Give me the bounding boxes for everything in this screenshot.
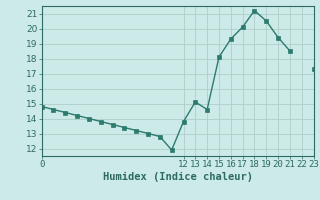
X-axis label: Humidex (Indice chaleur): Humidex (Indice chaleur) (103, 172, 252, 182)
